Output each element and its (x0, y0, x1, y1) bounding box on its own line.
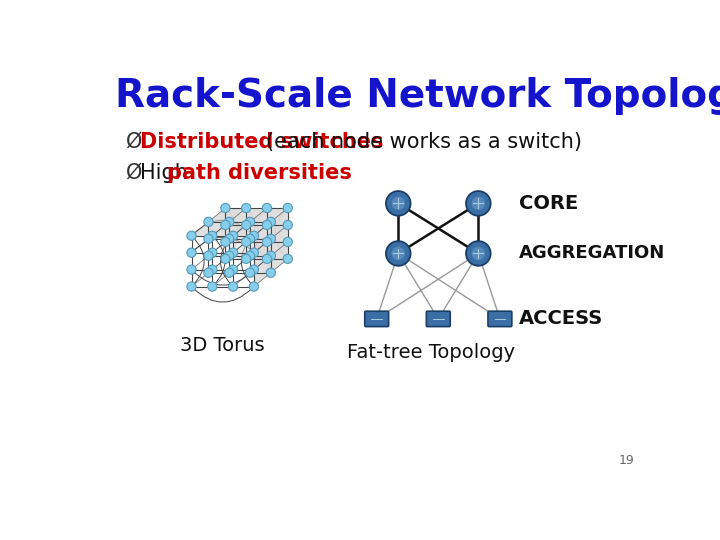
Circle shape (187, 231, 196, 240)
Circle shape (246, 234, 255, 244)
Circle shape (283, 220, 292, 230)
Text: CORE: CORE (519, 194, 578, 213)
Circle shape (262, 220, 271, 230)
Circle shape (246, 268, 255, 278)
Circle shape (242, 237, 251, 247)
Text: Distributed switches: Distributed switches (140, 132, 384, 152)
Circle shape (228, 265, 238, 274)
Circle shape (283, 254, 292, 264)
Circle shape (249, 231, 258, 240)
Circle shape (225, 251, 234, 260)
Text: High: High (140, 163, 195, 183)
Circle shape (246, 251, 255, 260)
Circle shape (242, 254, 251, 264)
Text: AGGREGATION: AGGREGATION (519, 245, 665, 262)
Text: Ø: Ø (127, 132, 143, 152)
Circle shape (262, 204, 271, 213)
Circle shape (207, 231, 217, 240)
Circle shape (392, 197, 405, 210)
Circle shape (221, 254, 230, 264)
Circle shape (187, 282, 196, 291)
Text: Ø: Ø (127, 163, 143, 183)
Circle shape (221, 220, 230, 230)
Circle shape (472, 197, 485, 210)
Circle shape (249, 265, 258, 274)
Text: path diversities: path diversities (167, 163, 352, 183)
Circle shape (225, 268, 234, 278)
Circle shape (228, 248, 238, 257)
Circle shape (466, 191, 490, 215)
Circle shape (266, 217, 276, 226)
Text: 3D Torus: 3D Torus (181, 336, 265, 355)
Circle shape (204, 217, 213, 226)
Circle shape (472, 247, 485, 260)
Circle shape (262, 254, 271, 264)
Circle shape (386, 191, 410, 215)
Circle shape (204, 234, 213, 244)
Circle shape (246, 217, 255, 226)
Circle shape (225, 217, 234, 226)
Circle shape (207, 282, 217, 291)
Text: Rack-Scale Network Topology: Rack-Scale Network Topology (115, 77, 720, 114)
Circle shape (187, 265, 196, 274)
Circle shape (283, 237, 292, 247)
Circle shape (242, 220, 251, 230)
Circle shape (392, 247, 405, 260)
Circle shape (228, 282, 238, 291)
Text: ACCESS: ACCESS (519, 309, 603, 328)
Circle shape (266, 251, 276, 260)
Circle shape (242, 204, 251, 213)
Circle shape (283, 204, 292, 213)
Text: 19: 19 (619, 454, 634, 467)
Circle shape (204, 268, 213, 278)
Polygon shape (225, 208, 288, 259)
Text: Fat-tree Topology: Fat-tree Topology (346, 342, 515, 361)
FancyBboxPatch shape (365, 311, 389, 327)
Circle shape (204, 251, 213, 260)
Text: (each node works as a switch): (each node works as a switch) (266, 132, 582, 152)
Circle shape (207, 265, 217, 274)
Circle shape (221, 204, 230, 213)
Circle shape (249, 248, 258, 257)
Circle shape (266, 234, 276, 244)
Circle shape (225, 234, 234, 244)
Circle shape (228, 231, 238, 240)
Circle shape (249, 282, 258, 291)
FancyBboxPatch shape (488, 311, 512, 327)
Polygon shape (254, 208, 288, 287)
Circle shape (266, 268, 276, 278)
FancyBboxPatch shape (426, 311, 450, 327)
Circle shape (221, 237, 230, 247)
Circle shape (466, 241, 490, 266)
Circle shape (262, 237, 271, 247)
Circle shape (187, 248, 196, 257)
Polygon shape (192, 208, 288, 236)
Circle shape (386, 241, 410, 266)
Circle shape (207, 248, 217, 257)
